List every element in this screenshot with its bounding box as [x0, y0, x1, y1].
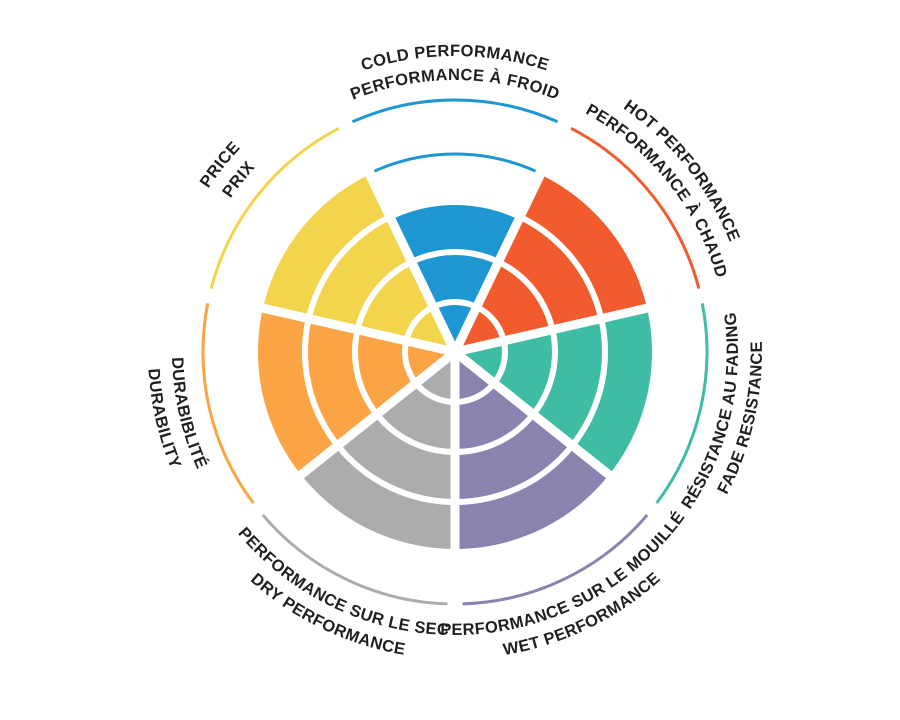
segment-separator-1: [450, 156, 553, 354]
segment-marker-arc-cold: [373, 152, 537, 173]
segment-separator-3: [452, 348, 626, 490]
segment-wedge-dry: [298, 352, 455, 552]
segment-label-hot-en: HOT PERFORMANCE: [620, 97, 743, 245]
segment-label-text-cold-fr: PERFORMANCE À FROID: [348, 66, 562, 104]
segment-separator-2: [453, 299, 666, 357]
segment-separator-0: [357, 156, 460, 354]
segment-wedge-cold: [389, 201, 521, 352]
segment-outer-arc-price: [209, 126, 340, 289]
grid-layer: [244, 149, 666, 567]
segment-outer-arc-dry: [261, 513, 448, 606]
segment-outer-arc-hot: [570, 126, 701, 289]
segment-label-text-hot-en: HOT PERFORMANCE: [620, 97, 742, 245]
segment-separator-5: [284, 348, 458, 490]
segment-outer-arc-durability: [201, 303, 255, 505]
segment-outer-arc-cold: [351, 98, 559, 124]
segment-label-cold-fr: PERFORMANCE À FROID: [348, 66, 562, 104]
segment-separator-6: [244, 299, 457, 357]
segment-outer-arc-wet: [462, 513, 649, 606]
segment-outer-arc-fade: [655, 303, 709, 505]
segment-wedge-wet: [455, 352, 612, 552]
outer-arcs-layer: [201, 98, 709, 606]
